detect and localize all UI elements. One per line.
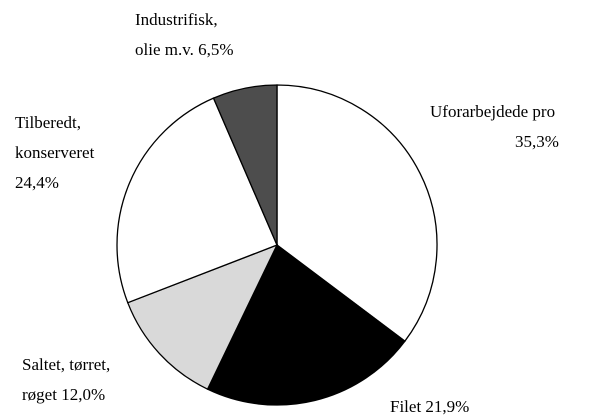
value-label: 12,0% bbox=[61, 385, 105, 404]
value-label: 21,9% bbox=[425, 397, 469, 415]
slice-label: Uforarbejdede pro 35,3% bbox=[430, 102, 559, 151]
value-label: 35,3% bbox=[515, 132, 559, 151]
slice-label: Filet 21,9% bbox=[390, 397, 469, 415]
label-line: Industrifisk, bbox=[135, 10, 218, 29]
label-line: olie m.v. bbox=[135, 40, 194, 59]
label-line: Uforarbejdede pro bbox=[430, 102, 555, 121]
pie-slice bbox=[276, 84, 438, 343]
pie-slice bbox=[212, 84, 278, 246]
label-line: Filet bbox=[390, 397, 421, 415]
pie-slice bbox=[126, 243, 279, 391]
pie-slice bbox=[116, 97, 278, 304]
slice-label: Saltet, tørret, røget 12,0% bbox=[22, 355, 110, 404]
label-line: konserveret bbox=[15, 143, 95, 162]
label-line: røget bbox=[22, 385, 57, 404]
label-line: Saltet, tørret, bbox=[22, 355, 110, 374]
slice-label: Industrifisk, olie m.v. 6,5% bbox=[135, 10, 234, 59]
slice-label: Tilberedt, konserveret 24,4% bbox=[15, 113, 95, 192]
label-line: Tilberedt, bbox=[15, 113, 81, 132]
value-label: 6,5% bbox=[198, 40, 233, 59]
value-label: 24,4% bbox=[15, 173, 59, 192]
pie-slice bbox=[206, 244, 406, 406]
